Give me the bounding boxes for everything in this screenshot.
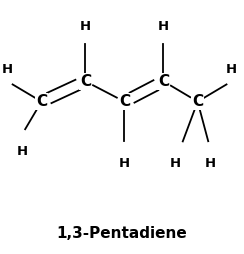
Text: H: H (119, 157, 130, 170)
Text: H: H (170, 157, 181, 170)
Text: C: C (80, 74, 91, 89)
Text: H: H (226, 63, 237, 76)
Text: H: H (204, 157, 215, 170)
Text: H: H (16, 145, 28, 158)
Text: C: C (158, 74, 169, 89)
Text: C: C (192, 94, 203, 109)
Text: H: H (2, 63, 13, 76)
Text: 1,3-Pentadiene: 1,3-Pentadiene (57, 226, 187, 241)
Text: C: C (36, 94, 47, 109)
Text: H: H (80, 20, 91, 33)
Text: C: C (119, 94, 130, 109)
Text: H: H (158, 20, 169, 33)
